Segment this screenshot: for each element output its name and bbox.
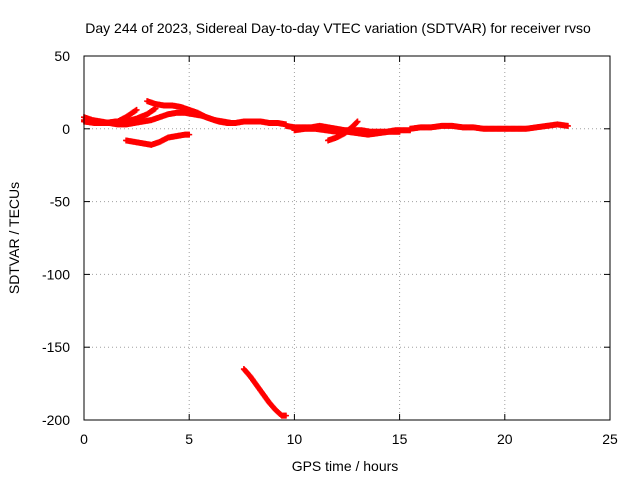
grid	[84, 56, 610, 420]
y-tick-label: -100	[42, 266, 70, 282]
x-tick-label: 25	[602, 431, 618, 447]
data-layer	[81, 98, 571, 419]
ticks: 0 5 10 15 20 25 50 0 -50 -100 -150 -200	[42, 48, 618, 447]
data-point	[354, 118, 361, 125]
y-tick-label: -50	[50, 194, 70, 210]
x-tick-label: 15	[392, 431, 408, 447]
y-tick-label: 0	[62, 121, 70, 137]
y-axis-title: SDTVAR / TECUs	[6, 182, 22, 294]
y-tick-label: -150	[42, 339, 70, 355]
data-point	[133, 106, 140, 113]
chart-title: Day 244 of 2023, Sidereal Day-to-day VTE…	[85, 20, 591, 36]
data-point	[353, 119, 360, 126]
data-point	[228, 119, 235, 126]
y-tick-label: 50	[54, 48, 70, 64]
y-tick-label: -200	[42, 412, 70, 428]
x-tick-label: 0	[80, 431, 88, 447]
data-point	[186, 131, 193, 138]
x-axis-title: GPS time / hours	[292, 458, 399, 474]
x-tick-label: 5	[185, 431, 193, 447]
x-tick-label: 10	[287, 431, 303, 447]
data-point	[152, 105, 159, 112]
plot-frame	[83, 55, 611, 421]
x-tick-label: 20	[497, 431, 513, 447]
data-point	[564, 122, 571, 129]
data-point	[396, 128, 403, 135]
data-point	[282, 412, 289, 419]
